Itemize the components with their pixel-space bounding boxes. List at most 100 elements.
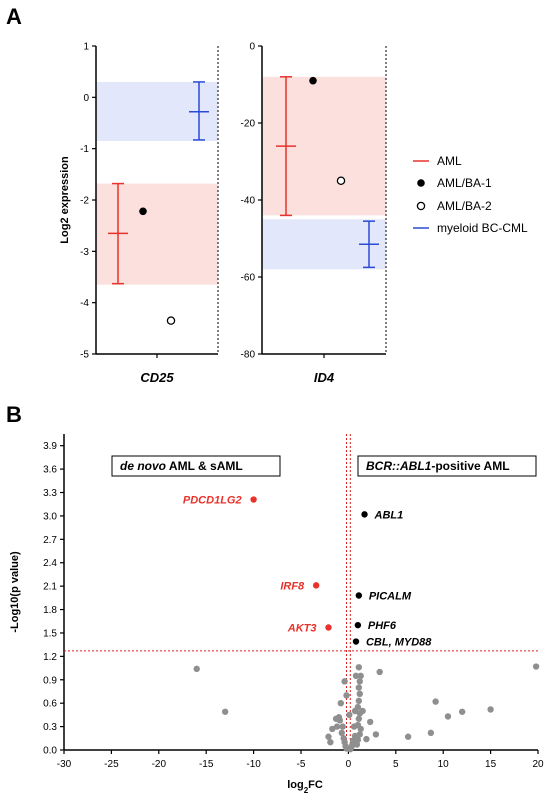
nonsignificant-gene-point (351, 707, 359, 715)
y-tick-label: -80 (241, 350, 256, 361)
nonsignificant-gene-point (532, 663, 540, 670)
gene-label: PDCD1LG2 (183, 495, 242, 507)
upregulated-gene-point (354, 621, 362, 629)
gene-label: PHF6 (368, 620, 397, 632)
x-tick-label: -10 (246, 759, 261, 770)
nonsignificant-gene-point (355, 664, 363, 671)
y-tick-label: 2.7 (43, 535, 57, 546)
nonsignificant-gene-point (355, 715, 363, 722)
nonsignificant-gene-point (376, 668, 383, 676)
nonsignificant-gene-point (340, 735, 347, 742)
nonsignificant-gene-point (357, 725, 364, 733)
bcr-abl1-positive-group-label-italic: BCR::ABL1 (366, 459, 432, 473)
nonsignificant-gene-point (346, 711, 353, 719)
panel-a-legend: AML AML/BA-1 AML/BA-2 myeloid BC-CML (413, 154, 528, 235)
gene-label: AKT3 (287, 623, 317, 635)
upregulated-gene-point (352, 638, 360, 645)
x-axis-label-fc: FC (308, 779, 323, 791)
y-tick-label: 0.0 (43, 746, 57, 757)
x-axis-label-log: log (287, 779, 304, 791)
y-tick-label: 2.4 (43, 558, 57, 569)
bcr-abl1-positive-group-label: BCR::ABL1-positive AML (366, 459, 510, 473)
bcr-abl1-positive-group-label-rest: -positive AML (431, 459, 509, 473)
x-tick-label: -15 (199, 759, 214, 770)
y-tick-label: 0.9 (43, 675, 57, 686)
y-tick-label: -2 (80, 196, 89, 207)
de-novo-aml-group-label-italic: de novo (120, 459, 166, 473)
y-axis-label: -Log10(p value) (9, 551, 21, 633)
nonsignificant-gene-point (338, 729, 345, 737)
upregulated-gene-point (355, 592, 363, 599)
x-tick-label: -20 (152, 759, 167, 770)
gene-label: ABL1 (374, 509, 404, 521)
volcano-plot: -30 -25 -20 -15 -10 -5 0 5 10 15 20 0.0 0.3 0.6 0.9 1.2… (9, 434, 544, 795)
de-novo-aml-group-label-rest: AML & sAML (166, 459, 243, 473)
x-axis-label-subscript: 2 (304, 786, 309, 795)
nonsignificant-gene-point (337, 699, 345, 707)
nonsignificant-gene-point (458, 708, 466, 715)
nonsignificant-gene-point (367, 718, 374, 726)
nonsignificant-gene-point (359, 707, 366, 715)
x-tick-label: 15 (485, 759, 497, 770)
nonsignificant-gene-point (372, 731, 380, 738)
upregulated-gene-point (361, 511, 368, 518)
nonsignificant-gene-point (355, 697, 363, 705)
aml-ba1-point (139, 207, 147, 216)
nonsignificant-gene-point (339, 723, 346, 730)
y-tick-label: 1.2 (43, 652, 57, 663)
nonsignificant-gene-point (333, 723, 341, 730)
gene-label: CBL, MYD88 (366, 637, 432, 649)
nonsignificant-gene-point (357, 672, 364, 680)
y-tick-label: 0 (83, 93, 89, 104)
nonsignificant-gene-point (427, 729, 435, 737)
y-tick-label: 3.0 (43, 511, 57, 522)
legend-label: AML (437, 154, 462, 168)
y-tick-label: -3 (80, 247, 89, 258)
id4-expression-plot: -80 -60 -40 -20 0 ID4 (241, 42, 387, 385)
nonsignificant-gene-point (329, 725, 336, 733)
x-tick-label: -30 (57, 759, 72, 770)
x-tick-label: 20 (532, 759, 544, 770)
nonsignificant-gene-point (193, 665, 200, 673)
panel-b-letter: B (6, 402, 22, 427)
y-tick-label: -1 (80, 144, 89, 155)
nonsignificant-gene-point (356, 690, 363, 698)
y-tick-label: 0.3 (43, 722, 57, 733)
nonsignificant-gene-point (355, 684, 363, 691)
downregulated-gene-point (325, 624, 332, 631)
gene-label: ID4 (314, 370, 335, 385)
de-novo-aml-group-box (111, 455, 281, 477)
nonsignificant-gene-point (356, 678, 363, 685)
y-tick-label: -5 (80, 350, 89, 361)
x-tick-label: 0 (346, 759, 352, 770)
y-tick-label: -20 (241, 119, 256, 130)
y-tick-label: -60 (241, 273, 256, 284)
de-novo-aml-group-label: de novo AML & sAML (120, 459, 243, 473)
aml-ba2-point (166, 316, 176, 325)
downregulated-gene-point (312, 582, 320, 589)
nonsignificant-gene-point (352, 672, 360, 680)
x-tick-label: -25 (104, 759, 119, 770)
gene-label: PICALM (369, 591, 412, 603)
y-tick-label: -4 (80, 298, 89, 309)
aml-range-band (96, 183, 218, 285)
legend-label: AML/BA-1 (437, 176, 492, 190)
y-tick-label: 1.5 (43, 628, 57, 639)
aml-ba1-point (309, 76, 317, 85)
x-tick-label: -5 (297, 759, 306, 770)
gene-label: IRF8 (280, 580, 305, 592)
y-tick-label: 3.3 (43, 488, 57, 499)
panel-a-letter: A (6, 4, 22, 29)
downregulated-gene-point (250, 496, 257, 503)
ba1-legend-marker (417, 179, 425, 187)
nonsignificant-gene-point (350, 723, 358, 730)
nonsignificant-gene-point (444, 713, 452, 720)
y-tick-label: -40 (241, 196, 256, 207)
nonsignificant-gene-point (332, 715, 340, 722)
nonsignificant-gene-point (363, 735, 370, 743)
nonsignificant-gene-point (327, 738, 334, 746)
y-tick-label: 2.1 (43, 582, 57, 593)
y-axis-label: Log2 expression (59, 156, 71, 244)
nonsignificant-gene-point (221, 708, 229, 715)
nonsignificant-gene-point (325, 733, 332, 740)
